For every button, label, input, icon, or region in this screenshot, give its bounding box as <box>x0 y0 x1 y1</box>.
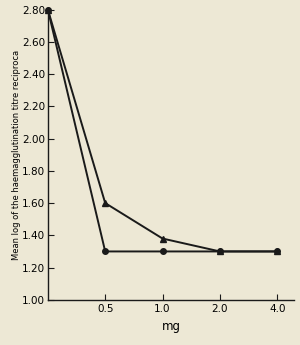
X-axis label: mg: mg <box>162 319 181 333</box>
Y-axis label: Mean log of the haemagglutination titre reciproca: Mean log of the haemagglutination titre … <box>12 50 21 260</box>
